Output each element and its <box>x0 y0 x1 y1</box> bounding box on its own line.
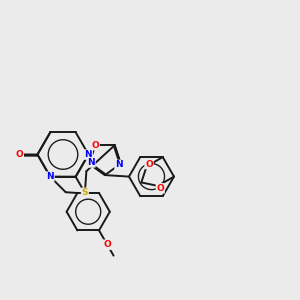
Text: N: N <box>85 150 92 159</box>
Text: N: N <box>115 160 123 169</box>
Text: N: N <box>87 158 95 167</box>
Text: O: O <box>156 184 164 193</box>
Text: O: O <box>92 141 99 150</box>
Text: O: O <box>16 150 23 159</box>
Text: S: S <box>82 188 88 197</box>
Text: O: O <box>145 160 153 169</box>
Text: O: O <box>103 240 111 249</box>
Text: N: N <box>46 172 54 181</box>
